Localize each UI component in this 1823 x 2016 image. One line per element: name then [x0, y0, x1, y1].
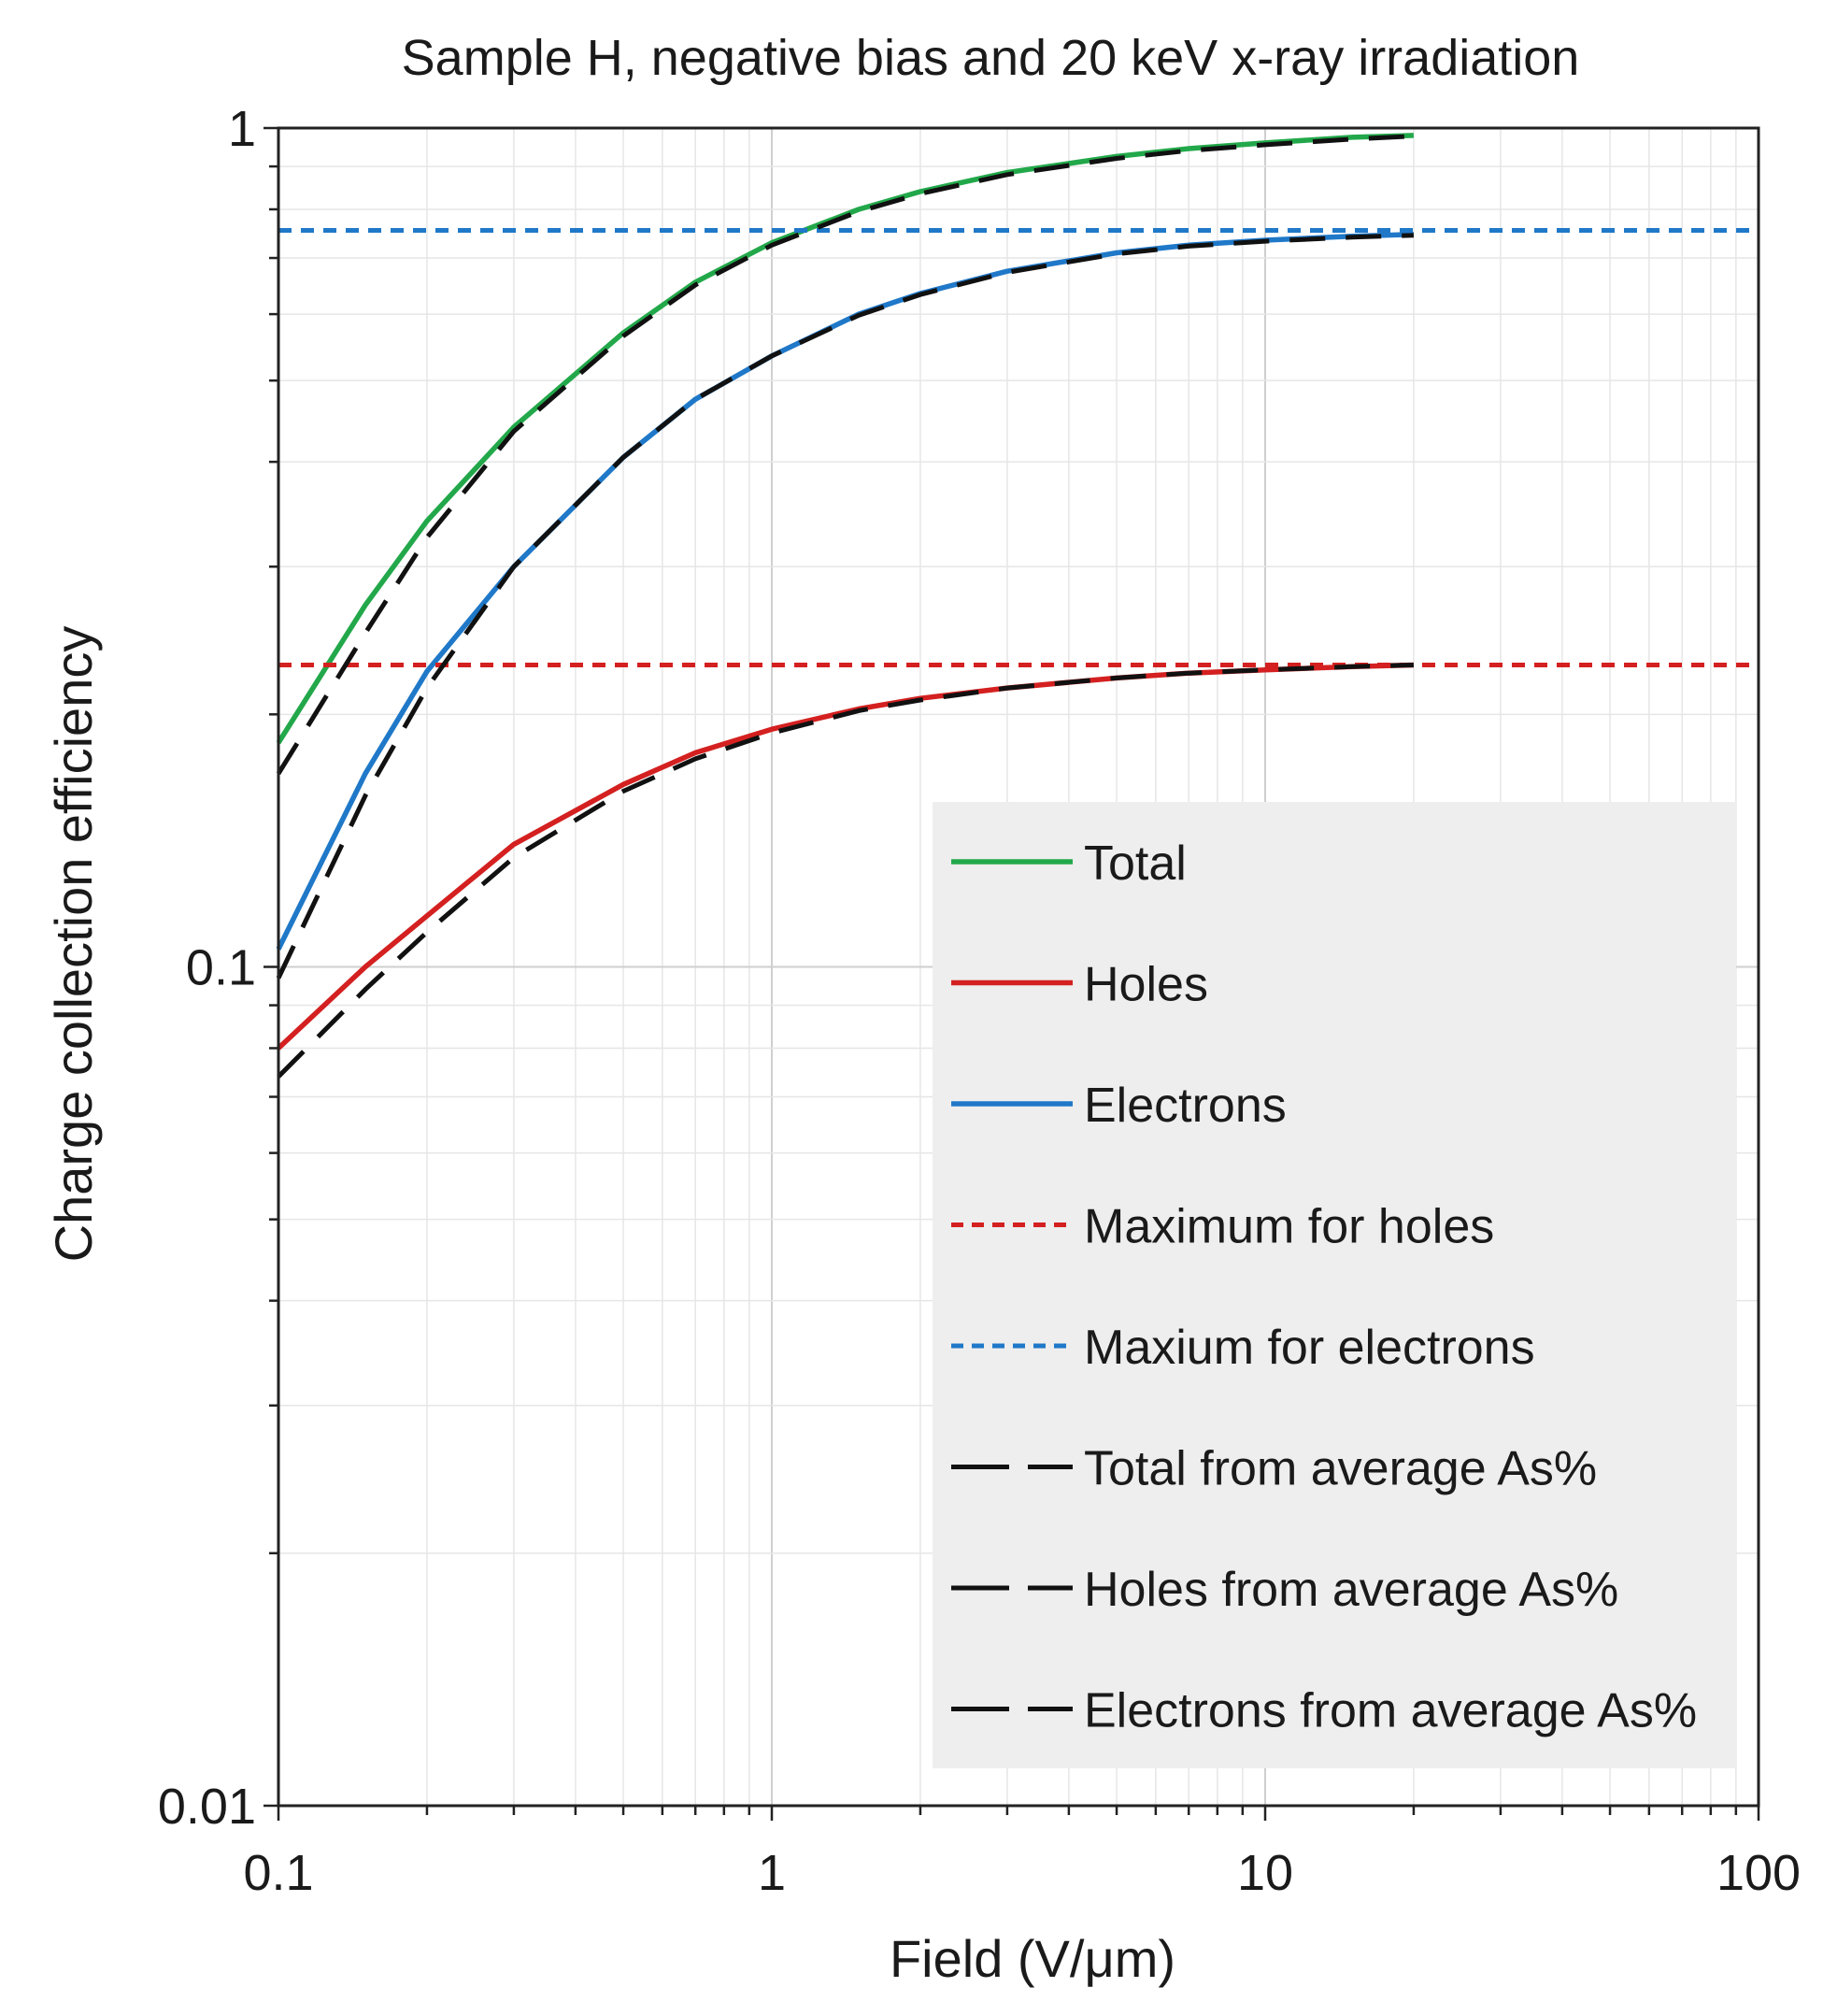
- legend-label-electrons: Electrons: [1084, 1079, 1287, 1133]
- axes: 0.1 1 10 100 0.01 0.1 1: [158, 101, 1801, 1901]
- y-tick-label: 0.1: [186, 940, 256, 996]
- legend-label-holes-from-average-as: Holes from average As%: [1084, 1563, 1618, 1617]
- y-tick-label: 1: [228, 101, 256, 157]
- series-line-total: [276, 133, 1414, 745]
- x-tick-label: 10: [1237, 1845, 1293, 1901]
- legend-label-electrons-from-average-as: Electrons from average As%: [1084, 1684, 1697, 1738]
- series-lines: [276, 133, 1759, 1079]
- chart-title: Sample H, negative bias and 20 keV x-ray…: [402, 30, 1580, 86]
- x-tick-label: 100: [1716, 1845, 1801, 1901]
- series-line-holes-from-average-as: [277, 663, 1414, 1079]
- x-tick-label: 0.1: [243, 1845, 313, 1901]
- x-tick-label: 1: [758, 1845, 786, 1901]
- y-axis-label: Charge collection efficiency: [44, 626, 103, 1263]
- legend-label-maxium-for-electrons: Maxium for electrons: [1084, 1321, 1535, 1375]
- legend-label-holes: Holes: [1084, 958, 1208, 1012]
- legend-label-total: Total: [1084, 836, 1187, 891]
- y-tick-label: 0.01: [158, 1779, 256, 1835]
- legend-label-total-from-average-as: Total from average As%: [1084, 1442, 1597, 1496]
- series-line-electrons-from-average-as: [276, 233, 1414, 979]
- legend-box: [933, 802, 1736, 1768]
- legend-background: [933, 802, 1736, 1768]
- x-axis-label: Field (V/μm): [890, 1929, 1175, 1988]
- legend: Total Holes Electrons Maximum for holes Maxi…: [951, 836, 1697, 1738]
- legend-label-maximum-for-holes: Maximum for holes: [1084, 1200, 1494, 1254]
